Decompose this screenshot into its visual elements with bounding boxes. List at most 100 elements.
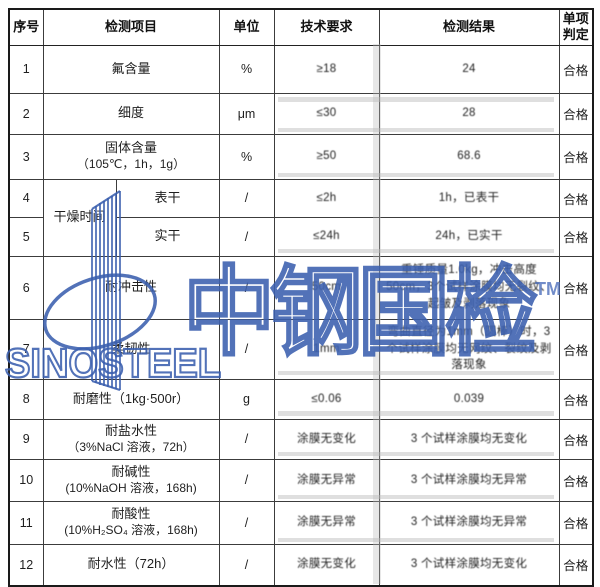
cell-verdict: 合格 (558, 216, 594, 257)
table-row: 7 柔韧性 / 1mm 弯曲直径为1mm（圆棒）时，3个试样涂膜均无网纹、裂纹及… (8, 318, 594, 380)
header-unit: 单位 (218, 8, 275, 46)
cell-item: 固体含量 （105℃，1h，1g） (42, 133, 220, 180)
cell-verdict: 合格 (558, 92, 594, 135)
cell-serial: 6 (8, 255, 44, 320)
cell-requirement: ≥50 (273, 133, 380, 180)
cell-verdict: 合格 (558, 133, 594, 180)
cell-verdict: 合格 (558, 378, 594, 420)
table-row: 4 干燥时间 表干 / ≤2h 1h，已表干 合格 (8, 178, 594, 257)
cell-unit: % (218, 44, 275, 94)
cell-requirement: 1mm (273, 318, 380, 380)
cell-serial: 5 (8, 216, 44, 257)
item-line1: 耐盐水性 (105, 422, 158, 438)
cell-serial: 9 (8, 418, 44, 460)
cell-verdict: 合格 (558, 318, 594, 380)
cell-unit: / (218, 255, 275, 320)
cell-unit: / (218, 216, 275, 257)
item-line1: 固体含量 (105, 140, 158, 156)
cell-serial: 12 (8, 543, 44, 587)
cell-result: 1h，已表干 (378, 178, 560, 218)
cell-requirement: 50cm (273, 255, 380, 320)
cell-result: 3 个试样涂膜均无变化 (378, 418, 560, 460)
header-serial: 序号 (8, 8, 44, 46)
cell-unit: / (218, 418, 275, 460)
cell-result: 68.6 (378, 133, 560, 180)
cell-unit: g (218, 378, 275, 420)
item-line1: 耐碱性 (111, 463, 151, 479)
item-line2: (10%H₂SO₄ 溶液，168h) (64, 523, 198, 538)
cell-result: 28 (378, 92, 560, 135)
cell-serial: 1 (8, 44, 44, 94)
cell-serial: 10 (8, 458, 44, 502)
cell-serial: 4 (8, 178, 44, 218)
cell-verdict: 合格 (558, 255, 594, 320)
item-line1: 耐酸性 (111, 506, 151, 522)
cell-item: 耐磨性（1kg·500r） (42, 378, 220, 420)
cell-unit: / (218, 318, 275, 380)
cell-requirement: ≤24h (273, 216, 380, 257)
cell-requirement: ≥18 (273, 44, 380, 94)
cell-verdict: 合格 (558, 418, 594, 460)
table-row: 10 耐碱性 (10%NaOH 溶液，168h) / 涂膜无异常 3 个试样涂膜… (8, 458, 594, 502)
cell-verdict: 合格 (558, 458, 594, 502)
cell-result: 3 个试样涂膜均无异常 (378, 500, 560, 545)
cell-item: 耐水性（72h） (42, 543, 220, 587)
cell-unit: % (218, 133, 275, 180)
table-row: 1 氟含量 % ≥18 24 合格 (8, 44, 594, 94)
cell-item: 氟含量 (42, 44, 220, 94)
table-row: 12 耐水性（72h） / 涂膜无变化 3 个试样涂膜均无变化 合格 (8, 543, 594, 587)
cell-item-group: 干燥时间 (42, 178, 117, 257)
cell-serial: 11 (8, 500, 44, 545)
cell-requirement: 涂膜无异常 (273, 458, 380, 502)
cell-result: 重锤质量1.0kg，冲击高度50cm，3个试样涂膜均无裂纹、起皱及剥落现象 (378, 255, 560, 320)
header-item: 检测项目 (42, 8, 220, 46)
cell-verdict: 合格 (558, 44, 594, 94)
cell-item: 柔韧性 (42, 318, 220, 380)
cell-unit: / (218, 500, 275, 545)
cell-item: 细度 (42, 92, 220, 135)
cell-requirement: 涂膜无变化 (273, 418, 380, 460)
item-line2: (10%NaOH 溶液，168h) (65, 480, 197, 495)
table-row: 8 耐磨性（1kg·500r） g ≤0.06 0.039 合格 (8, 378, 594, 420)
cell-serial: 8 (8, 378, 44, 420)
cell-result: 24h，已实干 (378, 216, 560, 257)
table-row: 9 耐盐水性 （3%NaCl 溶液，72h） / 涂膜无变化 3 个试样涂膜均无… (8, 418, 594, 460)
cell-unit: μm (218, 92, 275, 135)
item-line2: （105℃，1h，1g） (76, 157, 186, 172)
header-verdict: 单项判定 (558, 8, 594, 46)
table-row: 11 耐酸性 (10%H₂SO₄ 溶液，168h) / 涂膜无异常 3 个试样涂… (8, 500, 594, 545)
cell-verdict: 合格 (558, 178, 594, 218)
cell-item: 耐盐水性 （3%NaCl 溶液，72h） (42, 418, 220, 460)
cell-serial: 3 (8, 133, 44, 180)
cell-serial: 7 (8, 318, 44, 380)
cell-requirement: 涂膜无异常 (273, 500, 380, 545)
cell-result: 3 个试样涂膜均无异常 (378, 458, 560, 502)
cell-result: 24 (378, 44, 560, 94)
cell-verdict: 合格 (558, 543, 594, 587)
cell-item: 耐酸性 (10%H₂SO₄ 溶液，168h) (42, 500, 220, 545)
cell-requirement: ≤2h (273, 178, 380, 218)
cell-requirement: 涂膜无变化 (273, 543, 380, 587)
cell-item: 耐碱性 (10%NaOH 溶液，168h) (42, 458, 220, 502)
cell-item: 表干 (115, 178, 220, 218)
test-report-table: 序号 检测项目 单位 技术要求 检测结果 单项判定 1 氟含量 % ≥18 24… (8, 8, 595, 587)
table-row: 3 固体含量 （105℃，1h，1g） % ≥50 68.6 合格 (8, 133, 594, 180)
table-row: 6 耐冲击性 / 50cm 重锤质量1.0kg，冲击高度50cm，3个试样涂膜均… (8, 255, 594, 320)
table-header-row: 序号 检测项目 单位 技术要求 检测结果 单项判定 (8, 8, 594, 46)
header-result: 检测结果 (378, 8, 560, 46)
header-requirement: 技术要求 (273, 8, 380, 46)
cell-result: 3 个试样涂膜均无变化 (378, 543, 560, 587)
table-row: 2 细度 μm ≤30 28 合格 (8, 92, 594, 135)
cell-unit: / (218, 178, 275, 218)
cell-requirement: ≤30 (273, 92, 380, 135)
table-row: 5 实干 / ≤24h 24h，已实干 合格 (8, 216, 594, 257)
item-line2: （3%NaCl 溶液，72h） (67, 439, 195, 454)
cell-unit: / (218, 458, 275, 502)
cell-requirement: ≤0.06 (273, 378, 380, 420)
cell-serial: 2 (8, 92, 44, 135)
cell-result: 0.039 (378, 378, 560, 420)
cell-unit: / (218, 543, 275, 587)
cell-item: 实干 (115, 216, 220, 257)
cell-result: 弯曲直径为1mm（圆棒）时，3个试样涂膜均无网纹、裂纹及剥落现象 (378, 318, 560, 380)
